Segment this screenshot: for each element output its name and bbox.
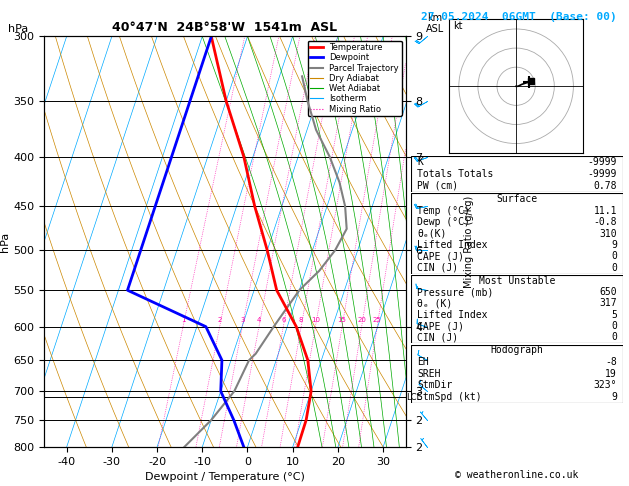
Text: CAPE (J): CAPE (J) [417,251,464,261]
Text: CIN (J): CIN (J) [417,332,459,343]
Text: Dewp (°C): Dewp (°C) [417,217,470,227]
Text: 310: 310 [599,228,617,239]
Text: Temp (°C): Temp (°C) [417,206,470,216]
Text: CAPE (J): CAPE (J) [417,321,464,331]
Text: Lifted Index: Lifted Index [417,240,487,250]
Text: θₑ (K): θₑ (K) [417,298,452,309]
Y-axis label: Mixing Ratio (g/kg): Mixing Ratio (g/kg) [464,196,474,288]
Text: K: K [417,156,423,167]
Text: 3: 3 [240,317,245,323]
Text: Most Unstable: Most Unstable [479,276,555,286]
Text: 4: 4 [257,317,261,323]
Text: 317: 317 [599,298,617,309]
Text: -0.8: -0.8 [593,217,617,227]
Text: 20: 20 [357,317,366,323]
Text: 0: 0 [611,251,617,261]
Title: 40°47'N  24B°58'W  1541m  ASL: 40°47'N 24B°58'W 1541m ASL [113,21,337,34]
Text: StmDir: StmDir [417,381,452,390]
Text: © weatheronline.co.uk: © weatheronline.co.uk [455,470,579,480]
Text: 0: 0 [611,321,617,331]
Text: Lifted Index: Lifted Index [417,310,487,320]
Text: 650: 650 [599,287,617,297]
Text: StmSpd (kt): StmSpd (kt) [417,392,482,402]
Text: 9: 9 [611,240,617,250]
Text: EH: EH [417,357,429,367]
Text: hPa: hPa [8,24,28,35]
Text: -9999: -9999 [587,156,617,167]
Text: 19: 19 [605,369,617,379]
Text: 8: 8 [299,317,303,323]
Text: CIN (J): CIN (J) [417,263,459,273]
Text: 1: 1 [181,317,186,323]
Text: SREH: SREH [417,369,441,379]
Text: 10: 10 [311,317,320,323]
Text: θₑ(K): θₑ(K) [417,228,447,239]
Text: km
ASL: km ASL [425,13,444,35]
Text: -9999: -9999 [587,169,617,179]
Text: kt: kt [453,21,462,31]
Text: LCL: LCL [406,393,421,401]
Text: 0: 0 [611,263,617,273]
Text: 323°: 323° [593,381,617,390]
Text: Totals Totals: Totals Totals [417,169,494,179]
Text: 9: 9 [611,392,617,402]
X-axis label: Dewpoint / Temperature (°C): Dewpoint / Temperature (°C) [145,472,305,483]
Text: 0.78: 0.78 [593,181,617,191]
Text: 15: 15 [338,317,347,323]
Text: Pressure (mb): Pressure (mb) [417,287,494,297]
Text: 11.1: 11.1 [593,206,617,216]
Text: 6: 6 [281,317,286,323]
Legend: Temperature, Dewpoint, Parcel Trajectory, Dry Adiabat, Wet Adiabat, Isotherm, Mi: Temperature, Dewpoint, Parcel Trajectory… [308,41,401,116]
Text: 5: 5 [611,310,617,320]
Text: Surface: Surface [496,194,538,204]
Text: -8: -8 [605,357,617,367]
Text: 25: 25 [373,317,381,323]
Text: Hodograph: Hodograph [491,346,543,355]
Y-axis label: hPa: hPa [1,232,11,252]
Text: 2: 2 [218,317,222,323]
Text: 0: 0 [611,332,617,343]
Text: 27.05.2024  06GMT  (Base: 00): 27.05.2024 06GMT (Base: 00) [421,12,617,22]
Text: PW (cm): PW (cm) [417,181,459,191]
